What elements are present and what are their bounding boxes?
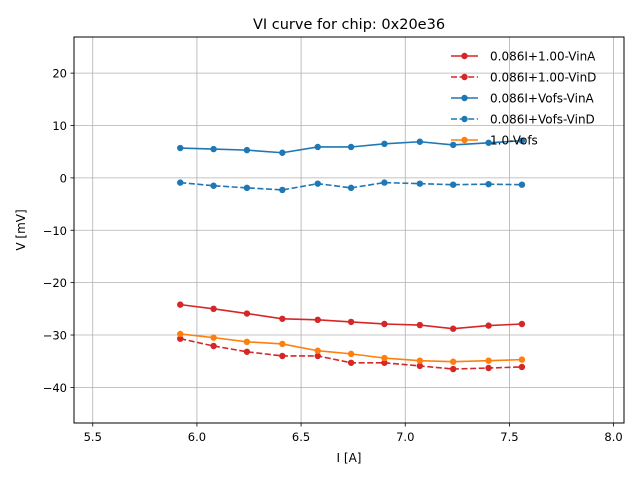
data-point — [177, 330, 184, 338]
legend: 0.086I+1.00-VinA 0.086I+1.00-VinD 0.086I+V… — [451, 50, 596, 148]
legend-item: 0.086I+Vofs-VinD — [451, 113, 595, 127]
legend-label: 0.086I+1.00-VinD — [490, 71, 596, 85]
data-point — [485, 357, 492, 364]
data-point — [518, 356, 526, 363]
data-point — [210, 305, 217, 313]
data-point — [279, 186, 286, 194]
x-axis-label: I [A] — [337, 451, 362, 465]
y-tick-label: 10 — [52, 119, 67, 133]
data-point — [518, 137, 526, 144]
data-point — [243, 184, 251, 192]
legend-marker — [461, 73, 468, 81]
data-point — [177, 144, 184, 152]
x-tick-label: 6.5 — [292, 430, 310, 444]
y-axis-label: V [mV] — [14, 209, 28, 250]
data-point — [347, 143, 355, 151]
legend-label: 0.086I+Vofs-VinA — [490, 92, 595, 106]
data-point — [416, 138, 424, 145]
data-point — [314, 316, 321, 324]
legend-marker — [461, 115, 468, 123]
data-point — [416, 357, 424, 364]
data-point — [449, 325, 457, 332]
data-point — [381, 320, 388, 328]
y-tick-label: 20 — [52, 67, 67, 81]
x-tick-label: 5.5 — [84, 430, 102, 444]
data-point — [518, 363, 526, 371]
series-layer — [177, 137, 526, 373]
data-point — [449, 181, 457, 188]
data-point — [449, 358, 457, 365]
x-tick-label: 7.5 — [500, 430, 518, 444]
legend-marker — [461, 94, 468, 102]
x-tick-label: 8.0 — [604, 430, 622, 444]
data-point — [210, 342, 217, 350]
y-tick-label: −30 — [43, 329, 67, 343]
legend-marker — [461, 136, 468, 144]
data-point — [347, 318, 355, 326]
data-point — [210, 182, 217, 189]
data-point — [279, 315, 286, 322]
legend-label: 0.086I+Vofs-VinD — [490, 113, 595, 127]
data-point — [243, 348, 251, 355]
data-point — [449, 365, 457, 373]
data-point — [485, 139, 492, 146]
y-tick-label: −20 — [43, 276, 67, 290]
series-0 — [177, 301, 526, 332]
y-tick-label: 0 — [60, 171, 67, 185]
legend-label: 0.086I+1.00-VinA — [490, 50, 596, 64]
data-point — [177, 335, 184, 342]
data-point — [177, 301, 184, 308]
data-point — [381, 179, 388, 186]
legend-item: 0.086I+Vofs-VinA — [451, 92, 595, 106]
data-point — [416, 180, 424, 187]
data-point — [518, 320, 526, 328]
series-4 — [177, 330, 526, 365]
data-point — [381, 140, 388, 148]
data-point — [177, 179, 184, 186]
data-point — [485, 180, 492, 188]
data-point — [347, 359, 355, 366]
legend-marker — [461, 52, 468, 60]
data-point — [210, 334, 217, 341]
data-point — [210, 145, 217, 153]
data-point — [485, 364, 492, 372]
data-point — [279, 340, 286, 348]
data-point — [243, 310, 251, 317]
data-point — [243, 146, 251, 154]
grid — [74, 37, 624, 423]
data-point — [416, 362, 424, 370]
y-tick-label: −10 — [43, 224, 67, 238]
legend-item: 0.086I+1.00-VinA — [451, 50, 596, 64]
data-point — [314, 347, 321, 354]
chart-title: VI curve for chip: 0x20e36 — [253, 17, 445, 33]
data-point — [518, 181, 526, 188]
data-point — [485, 322, 492, 329]
y-tick-label: −40 — [43, 381, 67, 395]
data-point — [279, 149, 286, 156]
x-axis-ticks: 5.5 6.0 6.5 7.0 7.5 8.0 — [84, 423, 623, 444]
data-point — [314, 352, 321, 360]
legend-item: 0.086I+1.00-VinD — [451, 71, 596, 85]
x-tick-label: 6.0 — [188, 430, 206, 444]
y-axis-ticks: 20 10 0 −10 −20 −30 −40 — [43, 67, 74, 395]
series-3 — [177, 179, 526, 194]
data-point — [314, 143, 321, 151]
data-point — [381, 354, 388, 362]
data-point — [314, 180, 321, 187]
legend-item: 1.0-Vofs — [451, 134, 538, 148]
data-point — [381, 359, 388, 366]
x-tick-label: 7.0 — [396, 430, 414, 444]
data-point — [347, 184, 355, 192]
data-point — [416, 321, 424, 329]
data-point — [243, 338, 251, 346]
series-2 — [177, 137, 526, 156]
data-point — [347, 350, 355, 358]
legend-label: 1.0-Vofs — [490, 134, 538, 148]
data-point — [279, 352, 286, 360]
series-line — [180, 181, 522, 191]
data-point — [449, 141, 457, 149]
series-1 — [177, 335, 526, 373]
